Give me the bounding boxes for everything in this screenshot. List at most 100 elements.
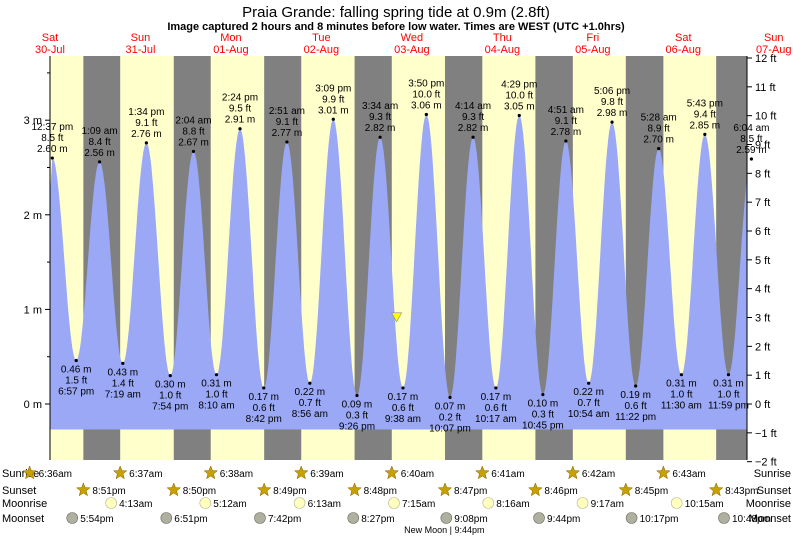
tide-m-label: 0.17 m [388,392,419,403]
tide-time-label: 10:45 pm [522,421,564,432]
tide-ft-label: 0.3 ft [346,410,368,421]
tide-time-label: 6:57 pm [58,386,94,397]
tide-m-label: 2.82 m [458,123,489,134]
tide-ft-label: 10.0 ft [505,90,533,101]
tide-ft-label: 0.7 ft [299,398,321,409]
tide-point [74,358,78,363]
sun-icon [203,465,219,480]
day-name-label: Thu [493,32,512,44]
tide-time-label: 2:24 pm [222,93,258,104]
tide-m-label: 3.01 m [318,105,349,116]
sun-icon [656,465,671,480]
moon-phase-label: New Moon | 9:44pm [404,525,484,535]
moonset-time-label: 9:08pm [454,514,487,525]
sunset-time-label: 8:46pm [544,486,577,497]
moonset-icon [254,512,266,524]
day-labels: Sat30-JulSun31-JulMon01-AugTue02-AugWed0… [35,32,791,56]
right-tick-label: −1 ft [755,428,777,440]
moonrise-icon [105,497,117,509]
tide-m-label: 2.70 m [643,135,674,146]
tide-point [50,156,54,160]
tide-m-label: 0.17 m [248,392,279,403]
tide-point [401,386,405,390]
tide-m-label: 2.82 m [365,123,396,134]
tide-ft-label: 9.4 ft [694,109,716,120]
tide-labels: 12:37 pm8.5 ft2.60 m0.46 m1.5 ft6:57 pm1… [31,79,769,435]
moonset-time-label: 10:17pm [640,514,679,525]
sunset-time-label: 8:43pm [725,486,758,497]
tide-m-label: 0.22 m [295,387,326,398]
sun-icon [293,465,309,480]
moonset-icon [533,512,545,524]
tide-time-label: 3:09 pm [315,83,351,94]
tide-m-label: 0.19 m [620,390,651,401]
tide-ft-label: 9.3 ft [462,112,484,123]
moonrise-time-label: 7:15am [402,499,435,510]
sun-icon [384,465,400,480]
sunrise-time-label: 6:41am [491,469,524,480]
row-label-right-moonrise: Moonrise [746,498,791,510]
tide-time-label: 10:17 am [475,414,517,425]
day-name-label: Tue [312,32,331,44]
sunrise-time-label: 6:40am [401,469,434,480]
tide-time-label: 5:43 pm [687,98,723,109]
moonrise-icon [293,497,306,509]
sun-icon [565,465,581,480]
tide-point [749,157,753,161]
tide-time-label: 11:59 pm [708,401,749,412]
tide-ft-label: 0.2 ft [439,412,461,423]
tide-ft-label: 1.5 ft [65,375,87,386]
tide-point [726,373,731,377]
tide-point [471,135,475,139]
sun-icon [528,482,543,497]
tide-time-label: 3:50 pm [408,79,444,90]
sunset-time-label: 8:49pm [273,486,306,497]
day-date-label: 06-Aug [666,44,701,56]
day-name-label: Sun [131,32,151,44]
tide-m-label: 2.78 m [551,127,582,138]
tide-ft-label: 9.1 ft [135,118,157,129]
tide-point [448,395,452,399]
moonset-icon [66,512,79,524]
moonrise-time-label: 9:17am [591,499,624,510]
tide-ft-label: 0.3 ft [532,410,554,421]
right-tick-label: 8 ft [755,168,770,180]
right-tick-label: −2 ft [755,457,777,469]
tide-point [634,384,638,388]
tide-time-label: 10:54 am [568,409,610,420]
sunset-time-label: 8:50pm [183,486,216,497]
row-label-moonrise: Moonrise [2,498,47,510]
tide-ft-label: 0.6 ft [625,401,647,412]
sunrise-time-label: 6:37am [129,469,162,480]
tide-time-label: 7:54 pm [152,402,188,413]
sunset-time-label: 8:45pm [635,486,668,497]
tide-m-label: 0.31 m [201,379,232,390]
tide-point [657,146,661,151]
tide-point [191,149,196,154]
tide-time-label: 11:22 pm [615,412,656,423]
tide-ft-label: 8.9 ft [648,124,670,135]
tide-ft-label: 1.0 ft [717,390,739,401]
tide-time-label: 12:37 pm [31,122,73,133]
tide-point [214,373,219,377]
right-tick-label: 7 ft [755,197,770,209]
left-tick-label: 0 m [24,399,42,411]
moonset-time-label: 5:54pm [80,514,113,525]
tide-m-label: 0.31 m [713,379,744,390]
right-tick-label: 11 ft [755,82,776,94]
right-tick-label: 12 ft [755,53,776,65]
tide-point [168,374,172,378]
tide-area [50,114,747,430]
tide-ft-label: 9.9 ft [322,94,344,105]
moonset-time-label: 8:27pm [361,514,394,525]
axes: 0 m 1 m 2 m 3 m −2 ft −1 ft 0 ft 1 ft 2 ft 3 ft 4 … [24,53,777,469]
left-tick-label: 3 m [24,115,42,127]
tide-ft-label: 1.0 ft [205,390,227,401]
tide-ft-label: 9.1 ft [555,116,577,127]
tide-m-label: 2.77 m [272,128,303,139]
tide-m-label: 0.10 m [528,399,559,410]
row-label-right-sunrise: Sunrise [754,468,791,480]
tide-m-label: 2.60 m [37,144,68,155]
moonset-icon [718,512,730,524]
